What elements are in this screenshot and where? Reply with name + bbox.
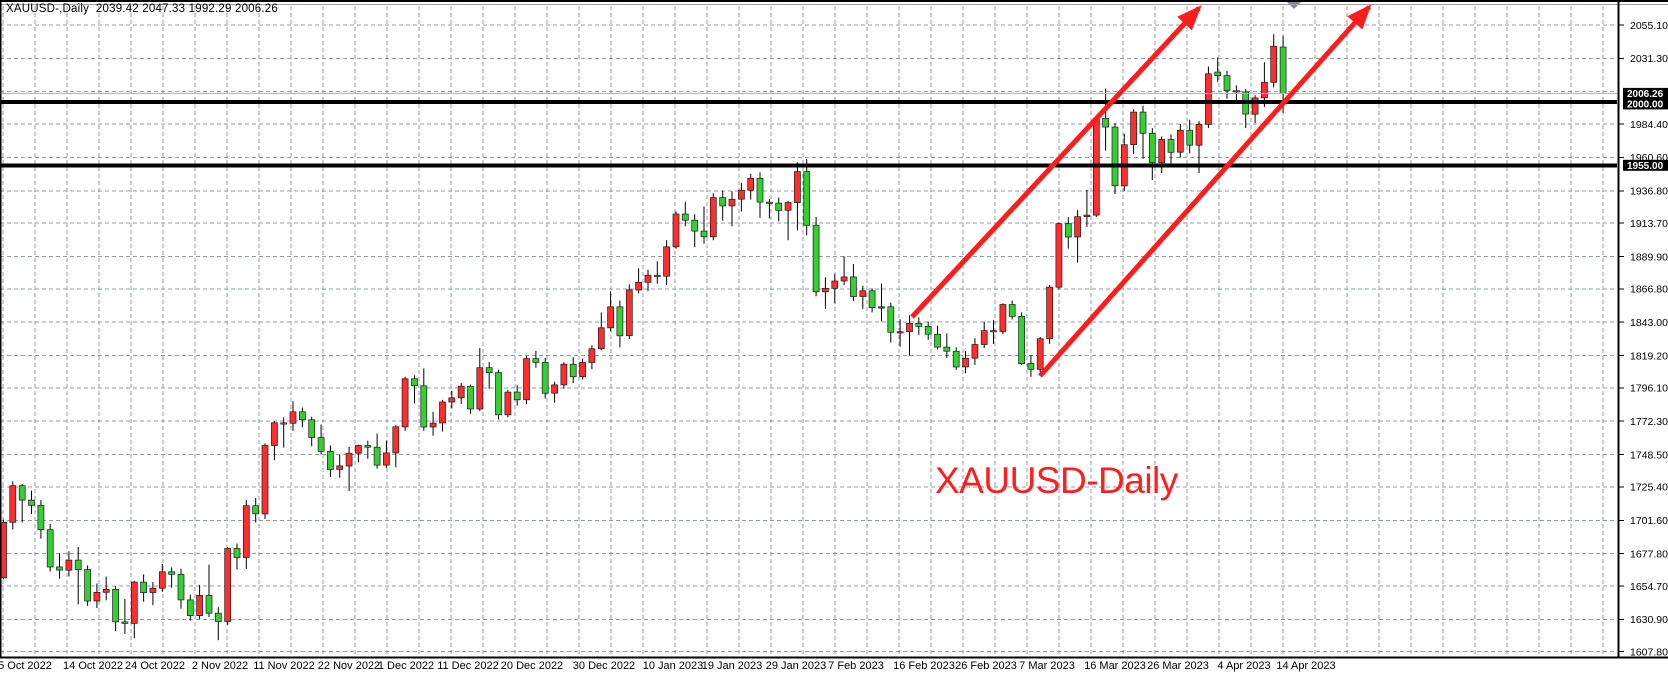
svg-text:26 Feb 2023: 26 Feb 2023 bbox=[955, 660, 1017, 672]
svg-text:1955.00: 1955.00 bbox=[1627, 161, 1664, 172]
svg-text:1984.40: 1984.40 bbox=[1630, 119, 1668, 131]
svg-text:1630.90: 1630.90 bbox=[1630, 614, 1668, 626]
svg-text:10 Jan 2023: 10 Jan 2023 bbox=[643, 660, 704, 672]
chart-text-annotation[interactable]: XAUUSD-Daily bbox=[935, 460, 1179, 501]
svg-text:1796.10: 1796.10 bbox=[1630, 383, 1668, 395]
svg-text:1866.80: 1866.80 bbox=[1630, 284, 1668, 296]
svg-text:1843.00: 1843.00 bbox=[1630, 317, 1668, 329]
svg-text:2 Nov 2022: 2 Nov 2022 bbox=[192, 660, 248, 672]
svg-text:16 Feb 2023: 16 Feb 2023 bbox=[893, 660, 955, 672]
svg-text:2006.26: 2006.26 bbox=[1627, 89, 1664, 100]
time-axis[interactable]: 5 Oct 2022 14 Oct 2022 24 Oct 2022 2 Nov 20… bbox=[0, 656, 1668, 673]
svg-text:1819.20: 1819.20 bbox=[1630, 350, 1668, 362]
svg-text:1913.70: 1913.70 bbox=[1630, 218, 1668, 230]
svg-text:14 Apr 2023: 14 Apr 2023 bbox=[1276, 660, 1335, 672]
svg-text:2000.00: 2000.00 bbox=[1627, 99, 1664, 110]
svg-text:24 Oct 2022: 24 Oct 2022 bbox=[125, 660, 185, 672]
svg-text:1607.80: 1607.80 bbox=[1630, 647, 1668, 659]
svg-text:1889.90: 1889.90 bbox=[1630, 251, 1668, 263]
trend-arrow-2[interactable] bbox=[1038, 4, 1372, 378]
current-price-tag: 2006.26 bbox=[1623, 87, 1668, 100]
svg-text:1654.70: 1654.70 bbox=[1630, 581, 1668, 593]
svg-text:20 Dec 2022: 20 Dec 2022 bbox=[501, 660, 563, 672]
svg-text:16 Mar 2023: 16 Mar 2023 bbox=[1084, 660, 1146, 672]
svg-text:29 Jan 2023: 29 Jan 2023 bbox=[766, 660, 827, 672]
trend-arrow-1[interactable] bbox=[910, 5, 1202, 319]
svg-text:1936.80: 1936.80 bbox=[1630, 186, 1668, 198]
chart-shift-marker-icon[interactable] bbox=[1287, 2, 1301, 9]
svg-text:1677.80: 1677.80 bbox=[1630, 548, 1668, 560]
svg-text:22 Nov 2022: 22 Nov 2022 bbox=[318, 660, 380, 672]
window-frame bbox=[0, 0, 1668, 657]
svg-text:1725.40: 1725.40 bbox=[1630, 482, 1668, 494]
svg-text:4 Apr 2023: 4 Apr 2023 bbox=[1217, 660, 1270, 672]
hline-tag-2000: 2000.00 bbox=[1623, 98, 1668, 110]
price-axis[interactable]: 2055.102031.301984.401960.601936.801913.… bbox=[1617, 0, 1668, 659]
svg-text:7 Mar 2023: 7 Mar 2023 bbox=[1019, 660, 1075, 672]
svg-text:19 Jan 2023: 19 Jan 2023 bbox=[702, 660, 763, 672]
grid bbox=[0, 6, 1617, 656]
svg-text:26 Mar 2023: 26 Mar 2023 bbox=[1147, 660, 1209, 672]
svg-text:1748.50: 1748.50 bbox=[1630, 449, 1668, 461]
svg-text:11 Nov 2022: 11 Nov 2022 bbox=[253, 660, 315, 672]
hline-tag-1955: 1955.00 bbox=[1623, 159, 1668, 172]
svg-text:11 Dec 2022: 11 Dec 2022 bbox=[437, 660, 499, 672]
svg-text:30 Dec 2022: 30 Dec 2022 bbox=[573, 660, 635, 672]
svg-text:1701.60: 1701.60 bbox=[1630, 515, 1668, 527]
svg-text:1772.30: 1772.30 bbox=[1630, 416, 1668, 428]
svg-text:7 Feb 2023: 7 Feb 2023 bbox=[828, 660, 884, 672]
svg-text:14 Oct 2022: 14 Oct 2022 bbox=[63, 660, 123, 672]
svg-text:5 Oct 2022: 5 Oct 2022 bbox=[0, 660, 52, 672]
svg-text:2031.30: 2031.30 bbox=[1630, 53, 1668, 65]
chart-title-ohlc: XAUUSD-,Daily 2039.42 2047.33 1992.29 20… bbox=[6, 3, 278, 15]
svg-text:2055.10: 2055.10 bbox=[1630, 20, 1668, 32]
svg-text:1 Dec 2022: 1 Dec 2022 bbox=[378, 660, 434, 672]
